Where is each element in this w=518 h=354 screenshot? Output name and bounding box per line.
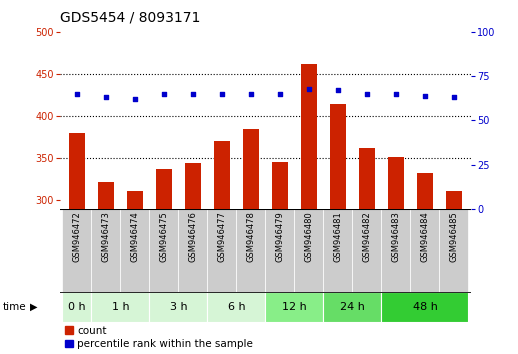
Bar	[323, 292, 381, 322]
Point	[131, 96, 139, 102]
Text: 24 h: 24 h	[340, 302, 365, 312]
Text: GSM946485: GSM946485	[450, 211, 458, 262]
Bar	[69, 133, 85, 209]
Bar	[388, 156, 404, 209]
Bar	[323, 209, 352, 292]
Text: GSM946484: GSM946484	[421, 211, 429, 262]
Bar	[272, 162, 288, 209]
Point	[276, 91, 284, 97]
Text: ▶: ▶	[30, 302, 37, 312]
Text: 6 h: 6 h	[228, 302, 246, 312]
Text: GSM946483: GSM946483	[392, 211, 400, 262]
Point	[73, 91, 81, 97]
Point	[102, 95, 110, 100]
Bar	[127, 191, 143, 209]
Bar	[208, 209, 237, 292]
Bar	[237, 209, 266, 292]
Point	[218, 91, 226, 97]
Point	[160, 91, 168, 97]
Text: GSM946475: GSM946475	[160, 211, 168, 262]
Text: GSM946480: GSM946480	[305, 211, 313, 262]
Bar	[92, 292, 150, 322]
Text: GSM946477: GSM946477	[218, 211, 226, 262]
Bar	[98, 182, 114, 209]
Bar	[266, 209, 294, 292]
Bar	[214, 142, 230, 209]
Bar	[150, 209, 179, 292]
Legend: count, percentile rank within the sample: count, percentile rank within the sample	[65, 326, 253, 349]
Text: 3 h: 3 h	[170, 302, 188, 312]
Text: GSM946481: GSM946481	[334, 211, 342, 262]
Text: GSM946476: GSM946476	[189, 211, 197, 262]
Bar	[352, 209, 381, 292]
Bar	[179, 209, 208, 292]
Point	[421, 93, 429, 98]
Bar	[301, 64, 317, 209]
Text: 48 h: 48 h	[412, 302, 437, 312]
Bar	[381, 209, 410, 292]
Bar	[439, 209, 468, 292]
Point	[334, 87, 342, 93]
Bar	[330, 103, 346, 209]
Bar	[446, 191, 462, 209]
Point	[392, 91, 400, 97]
Text: GSM946479: GSM946479	[276, 211, 284, 262]
Bar	[410, 209, 439, 292]
Bar	[294, 209, 323, 292]
Bar	[63, 209, 92, 292]
Text: 12 h: 12 h	[282, 302, 307, 312]
Bar	[150, 292, 208, 322]
Bar	[381, 292, 468, 322]
Point	[363, 91, 371, 97]
Text: GSM946472: GSM946472	[73, 211, 81, 262]
Bar	[121, 209, 150, 292]
Text: GSM946473: GSM946473	[102, 211, 110, 262]
Bar	[243, 129, 259, 209]
Text: 0 h: 0 h	[68, 302, 86, 312]
Bar	[92, 209, 121, 292]
Bar	[266, 292, 323, 322]
Bar	[185, 163, 201, 209]
Bar	[63, 292, 92, 322]
Bar	[208, 292, 266, 322]
Text: 1 h: 1 h	[112, 302, 130, 312]
Text: time: time	[3, 302, 26, 312]
Point	[305, 86, 313, 91]
Point	[450, 95, 458, 100]
Bar	[156, 169, 172, 209]
Text: GDS5454 / 8093171: GDS5454 / 8093171	[60, 11, 200, 25]
Point	[247, 91, 255, 97]
Bar	[359, 148, 375, 209]
Text: GSM946482: GSM946482	[363, 211, 371, 262]
Bar	[417, 173, 433, 209]
Text: GSM946478: GSM946478	[247, 211, 255, 262]
Point	[189, 91, 197, 97]
Text: GSM946474: GSM946474	[131, 211, 139, 262]
